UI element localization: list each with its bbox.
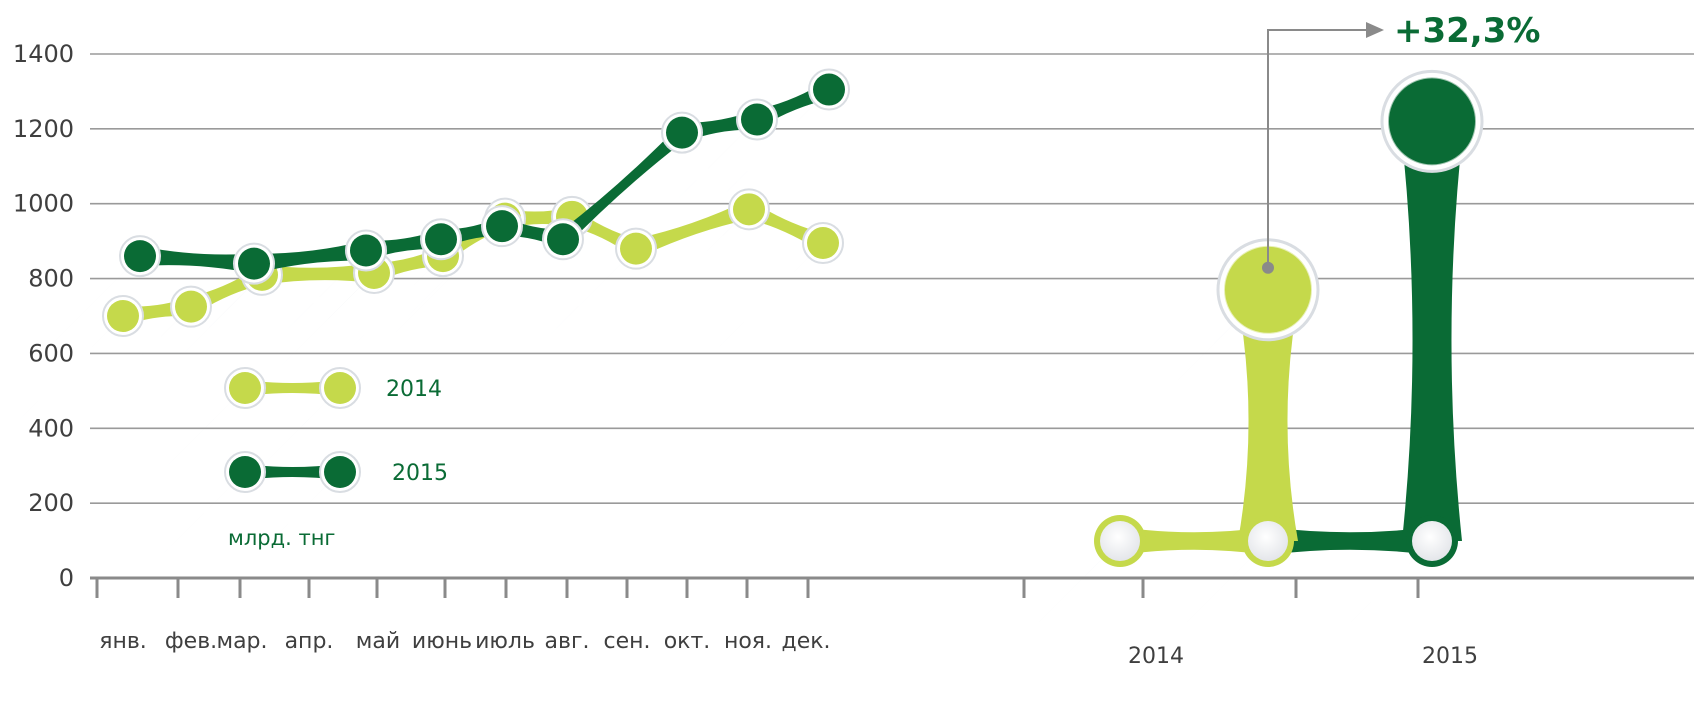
legend-marker-2015 <box>324 456 356 488</box>
series-2015-segment <box>140 246 254 274</box>
node-shadow <box>139 262 275 398</box>
month-label: фев. <box>165 629 217 654</box>
series-2015-point <box>124 240 156 273</box>
node-shadow <box>152 459 258 565</box>
month-label: ноя. <box>724 629 772 654</box>
node-shadow <box>251 260 387 396</box>
series-2015-point <box>741 103 773 136</box>
node-shadow <box>1038 260 1298 520</box>
y-tick-label: 1200 <box>13 115 74 143</box>
node-shadow <box>0 303 136 439</box>
series-2015-point <box>666 116 698 149</box>
bar-2015-base-node <box>1412 521 1452 561</box>
legend-swatch-2015 <box>245 464 340 480</box>
series-2014-segment <box>636 199 749 259</box>
legend-marker-2015 <box>229 456 261 488</box>
node-shadow <box>68 294 204 430</box>
series-2014-point <box>620 232 652 265</box>
series-2014-point <box>807 227 839 260</box>
node-shadow <box>626 196 762 332</box>
label-layer: янв. фев. мар. апр. май июнь июль авг. сен. окт. н… <box>99 629 1478 669</box>
growth-annotation: +32,3% <box>1394 11 1540 51</box>
legend: 2014 2015 млрд. тнг <box>224 367 448 550</box>
node-shadow <box>17 243 153 379</box>
bar-2015-value <box>1387 76 1477 167</box>
month-label: окт. <box>664 629 711 654</box>
y-tick-label: 1000 <box>13 190 74 218</box>
bar-2014-base-node <box>1248 521 1288 561</box>
y-tick-label: 400 <box>28 414 74 442</box>
y-tick-label: 800 <box>28 265 74 293</box>
node-shadow <box>382 206 518 342</box>
node-shadow <box>513 236 649 372</box>
legend-swatch-2014 <box>245 380 340 396</box>
series-2015-point <box>350 234 382 267</box>
series-2014-segment <box>262 262 374 285</box>
month-label: дек. <box>781 629 830 654</box>
bar-2015-stem <box>1400 121 1464 541</box>
legend-label-2014: 2014 <box>386 377 442 402</box>
month-label: июнь <box>412 629 472 654</box>
node-shadow <box>706 76 842 213</box>
year-label: 2015 <box>1422 644 1478 669</box>
series-2015-point <box>813 73 845 106</box>
series-2015-point <box>486 210 518 243</box>
month-label: июль <box>475 629 535 654</box>
series-2015-segment <box>254 240 366 274</box>
shadow-layer <box>0 76 1462 647</box>
annotation-line <box>1267 29 1368 268</box>
node-shadow <box>440 226 576 362</box>
y-tick-label: 1400 <box>13 40 74 68</box>
bar-2014-base-link <box>1120 527 1268 555</box>
unit-label: млрд. тнг <box>228 526 335 550</box>
node-shadow <box>247 459 353 565</box>
year-label: 2014 <box>1128 644 1184 669</box>
yearly-comparison: +32,3% <box>1094 11 1540 567</box>
y-tick-label: 600 <box>28 339 74 367</box>
month-label: май <box>356 629 400 654</box>
month-label: апр. <box>285 629 334 654</box>
node-shadow <box>634 106 770 243</box>
y-tick-label: 200 <box>28 489 74 517</box>
node-shadow <box>700 230 836 366</box>
bar-2014-stem <box>1236 289 1300 541</box>
month-label: янв. <box>99 629 147 654</box>
series-2015-point <box>547 223 579 256</box>
annotation-arrowhead <box>1366 22 1384 38</box>
series-2014-point <box>107 300 139 332</box>
legend-label-2015: 2015 <box>392 461 448 486</box>
series-2015-point <box>238 247 270 280</box>
month-label: авг. <box>545 629 590 654</box>
series-layer <box>102 68 850 337</box>
bar-start-node <box>1100 521 1140 561</box>
y-tick-label: 0 <box>59 564 74 592</box>
legend-marker-2014 <box>324 372 356 404</box>
node-shadow <box>379 213 515 349</box>
legend-marker-2014 <box>229 372 261 404</box>
series-2014-point <box>175 290 207 323</box>
series-2015-point <box>425 223 457 256</box>
series-2014-point <box>733 193 765 226</box>
month-label: сен. <box>603 629 650 654</box>
bar-2015-base-link <box>1268 527 1432 555</box>
month-label: мар. <box>216 629 267 654</box>
series-2015-segment <box>563 122 682 250</box>
